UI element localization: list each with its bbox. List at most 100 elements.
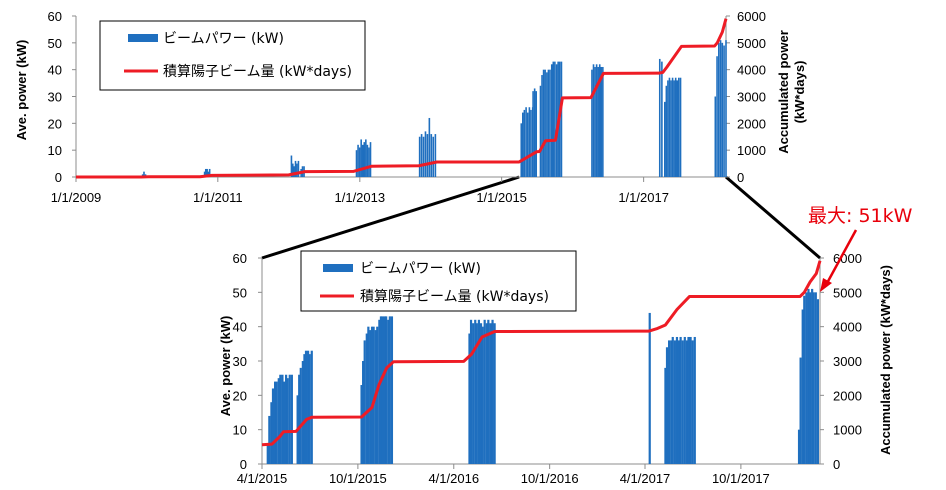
zoom-connector-right — [725, 175, 821, 260]
top-power-bar — [546, 72, 548, 177]
top-power-bar — [369, 142, 372, 177]
top-power-bar — [206, 168, 208, 177]
top-right-axis-title-line1: Accumulated power — [776, 30, 791, 154]
bottom-legend-box — [300, 250, 577, 312]
bottom-y-left-tick-label: 40 — [233, 320, 247, 335]
bottom-power-bar — [362, 361, 365, 464]
bottom-power-bar — [805, 292, 808, 464]
bottom-power-bar — [675, 336, 679, 464]
bottom-power-bar — [288, 374, 291, 464]
bottom-x-tick-label: 10/1/2017 — [712, 471, 770, 486]
bottom-power-bar — [367, 326, 370, 464]
top-power-bar — [560, 61, 563, 178]
bottom-power-bar — [387, 319, 390, 464]
bottom-power-bar — [489, 323, 492, 464]
top-y-right-tick-label: 1000 — [737, 143, 766, 158]
top-power-bar — [542, 69, 545, 177]
top-y-right-tick-label: 5000 — [737, 36, 766, 51]
bottom-power-bar — [691, 340, 694, 464]
top-power-bar — [714, 96, 717, 177]
bottom-power-bar — [286, 378, 289, 464]
top-power-bar — [716, 56, 718, 177]
top-power-bar — [294, 160, 297, 177]
bottom-power-bar — [290, 374, 293, 464]
bottom-power-bar — [481, 326, 484, 464]
top-power-bar — [293, 166, 295, 177]
bottom-power-bar — [665, 347, 669, 464]
annotation-text: 最大: 51kW — [808, 205, 913, 227]
bottom-power-bar — [673, 340, 676, 464]
bottom-power-bar — [693, 336, 696, 464]
top-y-left-tick-label: 50 — [48, 36, 62, 51]
bottom-power-bar — [485, 323, 488, 464]
zoom-connectors — [261, 175, 821, 260]
bottom-power-bar — [282, 381, 286, 464]
top-power-bar — [525, 107, 527, 177]
bottom-power-bar — [469, 319, 473, 464]
top-power-bar — [676, 80, 679, 177]
top-accumulated-line — [76, 18, 728, 179]
top-power-bar — [667, 80, 669, 177]
bottom-left-axis-title: Ave. power (kW) — [218, 316, 233, 417]
bottom-y-left-tick-label: 10 — [233, 423, 247, 438]
top-power-bar — [432, 136, 435, 177]
bottom-x-tick-label: 10/1/2015 — [329, 471, 387, 486]
top-power-bar — [679, 77, 682, 177]
top-power-bar — [723, 45, 725, 177]
bottom-power-bar — [689, 336, 692, 464]
bottom-y-right-tick-label: 3000 — [833, 354, 862, 369]
bottom-plot-area: 0 10 20 30 40 50 60 0 1000 2000 3000 4000 5000 6000 4/… — [233, 251, 862, 486]
top-power-bar — [532, 91, 534, 177]
top-power-bar — [552, 61, 555, 178]
top-legend-box — [99, 20, 366, 91]
top-x-tick-label: 1/1/2011 — [193, 190, 243, 205]
bottom-power-bar — [801, 309, 804, 464]
top-power-bar — [719, 40, 722, 178]
bottom-power-bar — [811, 288, 814, 464]
top-x-tick-label: 1/1/2017 — [618, 190, 669, 205]
top-power-bar — [535, 91, 538, 177]
top-power-bar — [368, 147, 370, 177]
top-power-bar — [677, 77, 680, 177]
top-y-right-tick-label: 3000 — [737, 90, 766, 105]
top-power-bar — [591, 69, 593, 177]
top-power-bar — [430, 134, 433, 177]
bottom-power-bar — [668, 340, 671, 464]
top-power-bar — [670, 80, 672, 177]
top-power-bar — [664, 101, 666, 177]
bottom-y-right-tick-label: 5000 — [833, 285, 862, 300]
top-power-bar — [533, 88, 536, 177]
top-power-bar — [544, 69, 546, 177]
bottom-power-bar — [301, 361, 304, 464]
top-power-bar — [360, 139, 362, 177]
bottom-power-bar — [477, 319, 481, 464]
bottom-power-bar — [812, 292, 815, 464]
top-power-bar — [363, 142, 366, 177]
bottom-power-bar — [687, 336, 690, 464]
bottom-power-bar — [381, 316, 384, 464]
top-power-bar — [594, 66, 596, 177]
top-power-bar — [358, 147, 361, 177]
top-power-bar — [549, 69, 551, 177]
top-power-bar — [721, 42, 724, 177]
top-power-bar — [292, 163, 294, 177]
bottom-power-bar — [681, 340, 684, 464]
top-power-bar — [658, 58, 661, 177]
top-power-bar — [297, 160, 300, 177]
top-power-bar — [600, 66, 603, 177]
top-y-right-tick-label: 6000 — [737, 9, 766, 24]
bottom-power-bar — [383, 316, 386, 464]
top-power-bar — [522, 112, 524, 177]
top-power-bar — [418, 136, 421, 177]
bottom-power-bar — [683, 336, 686, 464]
top-power-bar — [426, 134, 429, 177]
bottom-y-left-tick-label: 30 — [233, 354, 247, 369]
top-x-tick-label: 1/1/2013 — [335, 190, 386, 205]
bottom-power-bar — [303, 354, 306, 464]
bottom-power-bar — [271, 388, 275, 464]
bottom-legend: ビームパワー (kW) 積算陽子ビーム量 (kW*days) — [300, 250, 577, 312]
bottom-power-bar — [474, 319, 477, 464]
bottom-power-bar — [493, 323, 496, 464]
bottom-power-bar — [670, 340, 673, 464]
bottom-power-bar — [808, 292, 812, 464]
